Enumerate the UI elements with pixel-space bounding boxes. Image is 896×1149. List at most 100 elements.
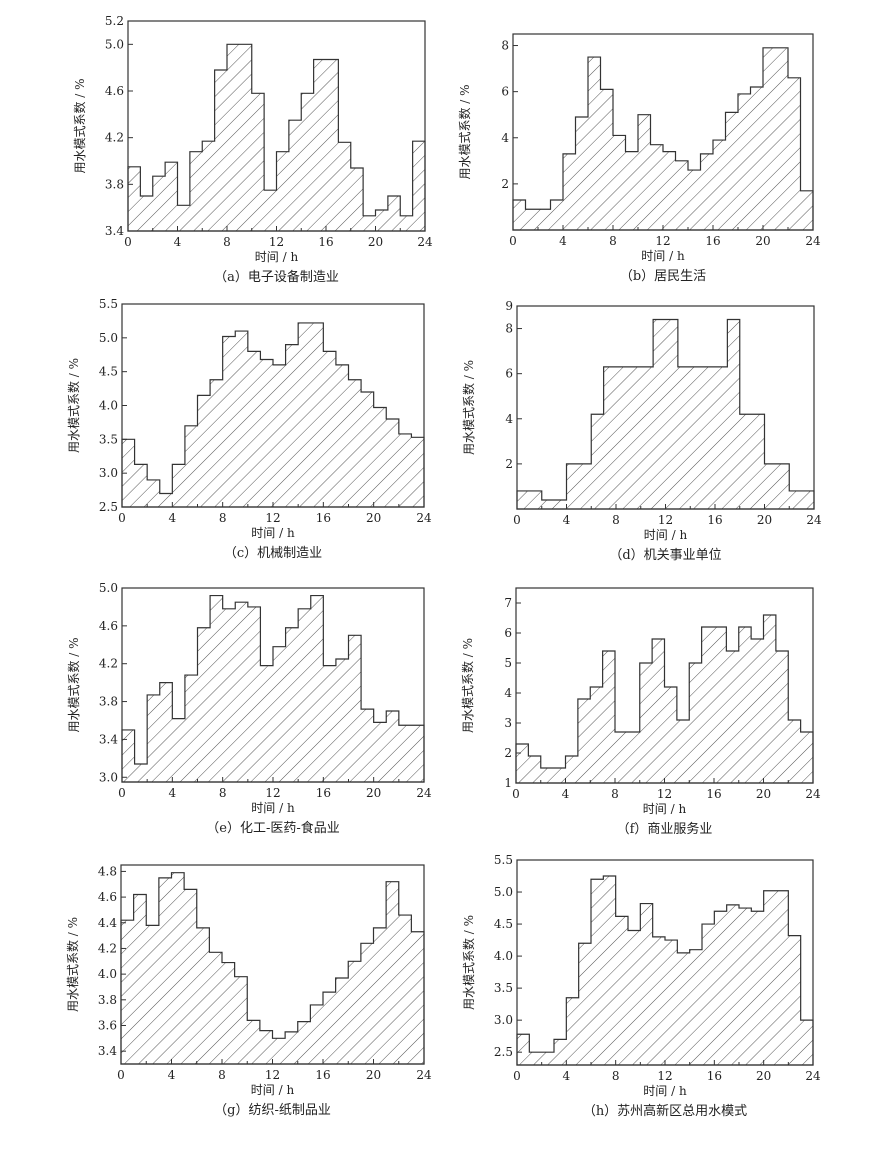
x-tick-label: 8 [612, 1069, 620, 1083]
x-tick-label: 0 [124, 235, 132, 249]
x-axis-label: 时间 / h [251, 1083, 295, 1097]
y-tick-label: 5.5 [99, 297, 118, 311]
y-tick-label: 4.0 [98, 967, 117, 981]
y-tick-label: 3.6 [98, 1018, 117, 1032]
y-tick-label: 3.8 [99, 695, 118, 709]
x-tick-label: 24 [416, 1068, 432, 1082]
x-tick-label: 0 [118, 786, 126, 800]
y-tick-label: 4.6 [98, 890, 117, 904]
y-tick-label: 2.5 [99, 500, 118, 514]
x-tick-label: 0 [513, 513, 521, 527]
x-tick-label: 12 [657, 1069, 672, 1083]
x-tick-label: 0 [509, 234, 517, 248]
x-tick-label: 16 [705, 234, 720, 248]
y-tick-label: 4.2 [99, 657, 118, 671]
y-tick-label: 1 [504, 776, 512, 790]
y-tick-label: 3.0 [99, 466, 118, 480]
y-axis-label: 用水模式系数 / % [457, 84, 472, 179]
x-tick-label: 12 [265, 1068, 280, 1082]
x-tick-label: 24 [416, 511, 432, 525]
y-axis-label: 用水模式系数 / % [66, 358, 81, 453]
y-tick-label: 8 [505, 322, 513, 336]
x-tick-label: 4 [169, 786, 177, 800]
y-axis-label: 用水模式系数 / % [461, 360, 476, 455]
panel-caption: （c）机械制造业 [224, 546, 322, 561]
x-tick-label: 12 [658, 513, 673, 527]
y-tick-label: 3.0 [99, 770, 118, 784]
x-tick-label: 24 [417, 235, 433, 249]
y-tick-label: 4 [505, 412, 513, 426]
x-tick-label: 20 [756, 787, 771, 801]
y-tick-label: 4 [501, 131, 509, 145]
x-tick-label: 8 [612, 513, 620, 527]
y-tick-label: 7 [504, 596, 512, 610]
x-tick-label: 16 [316, 786, 331, 800]
x-axis-label: 时间 / h [641, 249, 685, 263]
x-axis-label: 时间 / h [643, 1084, 687, 1098]
y-tick-label: 5 [504, 656, 512, 670]
y-tick-label: 4.6 [99, 619, 118, 633]
y-axis-label: 用水模式系数 / % [66, 637, 81, 732]
y-tick-label: 2 [504, 746, 512, 760]
step-area [516, 318, 815, 510]
x-tick-label: 24 [806, 513, 822, 527]
x-tick-label: 0 [512, 787, 520, 801]
x-tick-label: 20 [366, 786, 381, 800]
y-tick-label: 4.4 [98, 916, 117, 930]
x-tick-label: 8 [223, 235, 231, 249]
y-tick-label: 4.2 [98, 941, 117, 955]
panel-caption: （g）纺织-纸制品业 [214, 1103, 331, 1118]
x-tick-label: 24 [805, 234, 821, 248]
y-tick-label: 3.5 [494, 981, 513, 995]
y-axis-label: 用水模式系数 / % [72, 78, 87, 173]
x-axis-label: 时间 / h [644, 528, 688, 542]
x-tick-label: 4 [174, 235, 182, 249]
y-tick-label: 5.2 [105, 14, 124, 28]
y-tick-label: 4 [504, 686, 512, 700]
x-tick-label: 8 [218, 1068, 226, 1082]
panel-caption: （a）电子设备制造业 [214, 269, 339, 285]
x-tick-label: 12 [655, 234, 670, 248]
x-tick-label: 16 [315, 1068, 330, 1082]
y-tick-label: 4.5 [494, 917, 513, 931]
x-tick-label: 8 [611, 787, 619, 801]
y-tick-label: 5.0 [99, 581, 118, 595]
x-tick-label: 16 [707, 513, 722, 527]
x-tick-label: 8 [609, 234, 617, 248]
x-tick-label: 4 [559, 234, 567, 248]
x-tick-label: 24 [805, 1069, 821, 1083]
x-tick-label: 0 [117, 1068, 125, 1082]
chart-panel-g: 0 4 8 12 16 20 24 3.4 3.6 3.8 4.0 4.2 4.4 4.6 4.8 时间 / … [65, 864, 432, 1118]
step-area [121, 594, 425, 783]
x-tick-label: 24 [805, 787, 821, 801]
y-tick-label: 5.0 [105, 37, 124, 51]
y-tick-label: 3 [504, 716, 512, 730]
y-tick-label: 2 [501, 177, 509, 191]
y-tick-label: 2 [505, 457, 513, 471]
chart-panel-h: 0 4 8 12 16 20 24 2.5 3.0 3.5 4.0 4.5 5.0 5.5 时间 / h 用水… [461, 853, 821, 1119]
y-tick-label: 6 [504, 626, 512, 640]
x-axis-label: 时间 / h [643, 802, 687, 816]
x-tick-label: 16 [706, 787, 721, 801]
x-tick-label: 12 [265, 786, 280, 800]
x-tick-label: 4 [562, 787, 570, 801]
x-tick-label: 4 [563, 513, 571, 527]
y-tick-label: 2.5 [494, 1045, 513, 1059]
y-axis-label: 用水模式系数 / % [461, 915, 476, 1010]
x-tick-label: 12 [657, 787, 672, 801]
step-area [512, 47, 814, 231]
step-area [121, 322, 425, 508]
x-axis-label: 时间 / h [251, 526, 295, 540]
panel-caption: （h）苏州高新区总用水模式 [583, 1103, 747, 1119]
x-tick-label: 8 [219, 786, 227, 800]
x-tick-label: 20 [366, 511, 381, 525]
y-tick-label: 6 [501, 85, 509, 99]
y-axis-label: 用水模式系数 / % [65, 917, 80, 1012]
x-tick-label: 16 [707, 1069, 722, 1083]
y-tick-label: 4.5 [99, 365, 118, 379]
x-tick-label: 12 [269, 235, 284, 249]
y-tick-label: 9 [505, 299, 513, 313]
x-tick-label: 4 [169, 511, 177, 525]
